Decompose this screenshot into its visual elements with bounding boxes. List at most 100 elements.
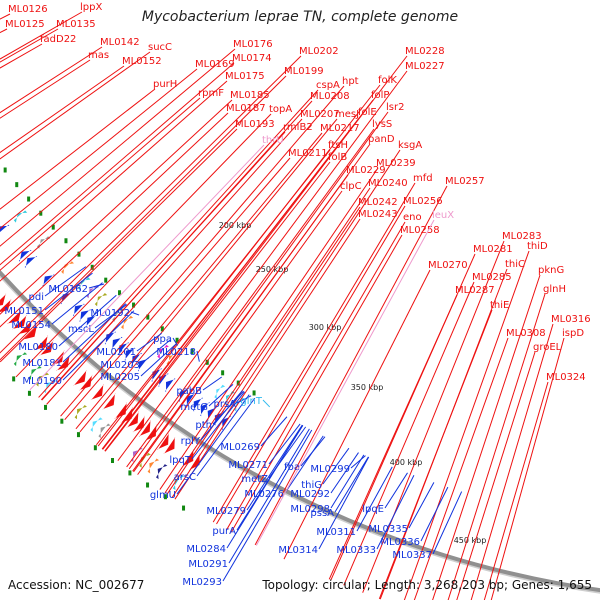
- callout-leader-line: [166, 206, 361, 495]
- density-tick: [3, 167, 7, 173]
- forward-gene-label: ML0243: [358, 209, 398, 220]
- forward-gene-label: ML0169: [195, 59, 235, 70]
- reverse-gene-label: lpqE: [362, 504, 384, 515]
- cog-category-box: [121, 315, 134, 330]
- reverse-gene-label: fba: [284, 462, 300, 473]
- callout-leader-line: [176, 394, 250, 495]
- forward-gene-arrow: [188, 453, 200, 471]
- forward-gene-label: ML0228: [405, 46, 445, 57]
- forward-gene-label: ML0285: [472, 272, 512, 283]
- reverse-gene-label: mscL: [68, 324, 94, 335]
- reverse-gene-label: ML0190: [22, 376, 62, 387]
- forward-gene-label: ML0316: [551, 314, 591, 325]
- forward-gene-label: ML0270: [428, 260, 468, 271]
- forward-gene-label: thiD: [527, 241, 548, 252]
- forward-gene-label: ML0207: [300, 109, 340, 120]
- forward-gene-arrow: [7, 309, 22, 324]
- forward-gene-label: clpC: [340, 181, 362, 192]
- callout-leader-line: [216, 205, 406, 525]
- reverse-gene-label: ML0314: [278, 545, 318, 556]
- reverse-gene-label: pssA: [310, 508, 334, 519]
- callout-leader-line: [15, 113, 272, 378]
- callout-leader-line: [432, 274, 541, 600]
- callout-leader-line: [126, 128, 375, 468]
- density-tick: [60, 418, 64, 424]
- density-tick: [12, 376, 16, 382]
- forward-gene-label: ML0125: [5, 19, 45, 30]
- reverse-gene-label: ML0201: [96, 347, 136, 358]
- callout-leader-line: [0, 62, 235, 266]
- forward-gene-label: lppX: [80, 2, 102, 13]
- density-tick: [15, 182, 19, 188]
- forward-gene-label: ML0175: [225, 71, 265, 82]
- forward-gene-label: ML0174: [232, 53, 272, 64]
- forward-gene-arrow: [126, 411, 139, 428]
- forward-gene-label: thiE: [490, 300, 509, 311]
- scale-mark-label: 300 kbp: [309, 323, 342, 332]
- reverse-gene-label: glmU: [150, 490, 176, 501]
- forward-gene-label: ML0281: [473, 244, 513, 255]
- forward-gene-label: sucC: [148, 42, 172, 53]
- callout-leader-line: [0, 43, 43, 69]
- cog-category-box: [90, 417, 103, 432]
- callout-leader-line: [456, 351, 536, 600]
- density-tick: [93, 445, 97, 451]
- callout-leader-line: [51, 282, 103, 325]
- callout-leader-line: [29, 144, 265, 391]
- callout-leader-line: [200, 390, 243, 441]
- callout-leader-line: [283, 269, 431, 560]
- callout-leader-line: [40, 131, 286, 401]
- cog-category-box: [13, 210, 28, 223]
- forward-gene-label: ML0240: [368, 178, 408, 189]
- callout-leader-line: [447, 293, 546, 600]
- callout-leader-line: [196, 397, 256, 477]
- forward-gene-label: ML0208: [310, 91, 350, 102]
- density-tick: [160, 326, 164, 332]
- callout-leader-line: [132, 174, 349, 472]
- forward-gene-label: ML0152: [122, 56, 162, 67]
- cog-category-box: [157, 344, 169, 359]
- callout-leader-line: [0, 48, 236, 247]
- callout-leader-line: [362, 240, 505, 593]
- forward-gene-label: fadD22: [40, 34, 76, 45]
- scale-mark-label: 400 kbp: [390, 458, 423, 467]
- callout-leader-line: [0, 65, 125, 154]
- scale-mark-label: 350 kbp: [351, 383, 384, 392]
- callout-leader-line: [164, 187, 371, 494]
- cog-category-box: [61, 261, 74, 274]
- density-tick: [64, 238, 68, 244]
- forward-gene-arrow: [163, 437, 176, 454]
- forward-gene-label: topA: [269, 104, 292, 115]
- reverse-gene-arrow: [137, 358, 149, 372]
- reverse-gene-label: ML0293: [182, 577, 222, 588]
- callout-leader-line: [334, 456, 369, 513]
- callout-leader-line: [228, 428, 310, 564]
- callout-leader-line: [0, 99, 233, 315]
- cog-category-box: [156, 464, 168, 480]
- reverse-gene-arrow: [85, 314, 98, 328]
- callout-leader-line: [0, 51, 151, 160]
- callout-leader-line: [58, 294, 117, 347]
- forward-gene-label: mesJ: [335, 109, 359, 120]
- reverse-gene-arrow: [193, 397, 203, 412]
- density-tick: [76, 432, 80, 438]
- forward-gene-label: ML0176: [233, 39, 273, 50]
- callout-leader-line: [0, 11, 83, 60]
- callout-leader-line: [343, 281, 475, 586]
- scale-mark-label: 450 kbp: [454, 536, 487, 545]
- cog-category-box: [74, 405, 87, 420]
- cog-category-box: [214, 384, 226, 399]
- callout-leader-line: [408, 482, 435, 529]
- callout-leader-line: [140, 339, 171, 365]
- reverse-gene-label: ML0336: [380, 537, 420, 548]
- callout-leader-line: [0, 97, 201, 271]
- callout-leader-line: [226, 425, 304, 549]
- callout-leader-line: [212, 182, 416, 523]
- callout-leader-line: [246, 424, 303, 511]
- topology-label: Topology: circular; Length: 3,268,203 bp…: [262, 578, 592, 592]
- callout-leader-line: [172, 337, 178, 346]
- callout-leader-line: [260, 416, 288, 447]
- callout-leader-line: [330, 452, 359, 494]
- callout-leader-line: [0, 28, 59, 63]
